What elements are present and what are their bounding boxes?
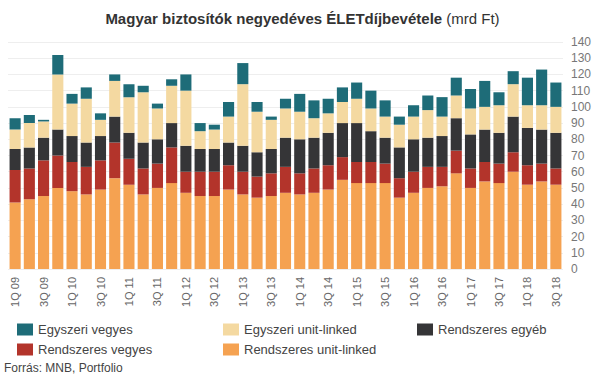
svg-text:10: 10 bbox=[571, 246, 585, 260]
svg-text:3Q 17: 3Q 17 bbox=[493, 277, 505, 307]
svg-text:Magyar biztosítók negyedéves É: Magyar biztosítók negyedéves ÉLETdíjbevé… bbox=[105, 10, 446, 27]
svg-text:120: 120 bbox=[571, 67, 591, 81]
svg-text:3Q 13: 3Q 13 bbox=[265, 277, 277, 307]
svg-text:3Q 14: 3Q 14 bbox=[322, 277, 334, 307]
svg-text:50: 50 bbox=[571, 181, 585, 195]
svg-text:1Q 15: 1Q 15 bbox=[351, 277, 363, 307]
svg-text:20: 20 bbox=[571, 230, 585, 244]
svg-text:(mrd Ft): (mrd Ft) bbox=[446, 10, 499, 27]
svg-text:1Q 18: 1Q 18 bbox=[521, 277, 533, 307]
svg-text:3Q 12: 3Q 12 bbox=[208, 277, 220, 307]
svg-text:100: 100 bbox=[571, 100, 591, 114]
svg-text:Rendszeres unit-linked: Rendszeres unit-linked bbox=[244, 342, 376, 357]
svg-text:140: 140 bbox=[571, 35, 591, 49]
svg-text:130: 130 bbox=[571, 51, 591, 65]
svg-text:Egyszeri vegyes: Egyszeri vegyes bbox=[38, 322, 133, 337]
svg-text:3Q 18: 3Q 18 bbox=[550, 277, 562, 307]
svg-text:Egyszeri unit-linked: Egyszeri unit-linked bbox=[244, 322, 357, 337]
svg-text:1Q 17: 1Q 17 bbox=[465, 277, 477, 307]
svg-text:0: 0 bbox=[571, 262, 578, 276]
svg-text:3Q 11: 3Q 11 bbox=[151, 277, 163, 306]
svg-text:3Q 09: 3Q 09 bbox=[38, 277, 50, 307]
svg-text:90: 90 bbox=[571, 116, 585, 130]
svg-text:1Q 16: 1Q 16 bbox=[408, 277, 420, 307]
svg-text:110: 110 bbox=[571, 84, 590, 98]
svg-text:3Q 16: 3Q 16 bbox=[436, 277, 448, 307]
svg-text:1Q 12: 1Q 12 bbox=[180, 277, 192, 307]
svg-text:40: 40 bbox=[571, 197, 585, 211]
svg-text:Rendszeres egyéb: Rendszeres egyéb bbox=[438, 322, 546, 337]
svg-text:3Q 15: 3Q 15 bbox=[379, 277, 391, 307]
svg-text:1Q 10: 1Q 10 bbox=[66, 277, 78, 307]
svg-text:1Q 09: 1Q 09 bbox=[9, 277, 21, 307]
svg-text:1Q 11: 1Q 11 bbox=[123, 277, 135, 306]
svg-text:Rendszeres vegyes: Rendszeres vegyes bbox=[38, 342, 153, 357]
svg-text:3Q 10: 3Q 10 bbox=[95, 277, 107, 307]
svg-text:80: 80 bbox=[571, 132, 585, 146]
svg-text:70: 70 bbox=[571, 149, 585, 163]
svg-text:60: 60 bbox=[571, 165, 585, 179]
svg-text:Forrás: MNB, Portfolio: Forrás: MNB, Portfolio bbox=[4, 361, 123, 375]
svg-text:30: 30 bbox=[571, 213, 585, 227]
svg-text:1Q 14: 1Q 14 bbox=[294, 277, 306, 307]
svg-text:1Q 13: 1Q 13 bbox=[237, 277, 249, 307]
